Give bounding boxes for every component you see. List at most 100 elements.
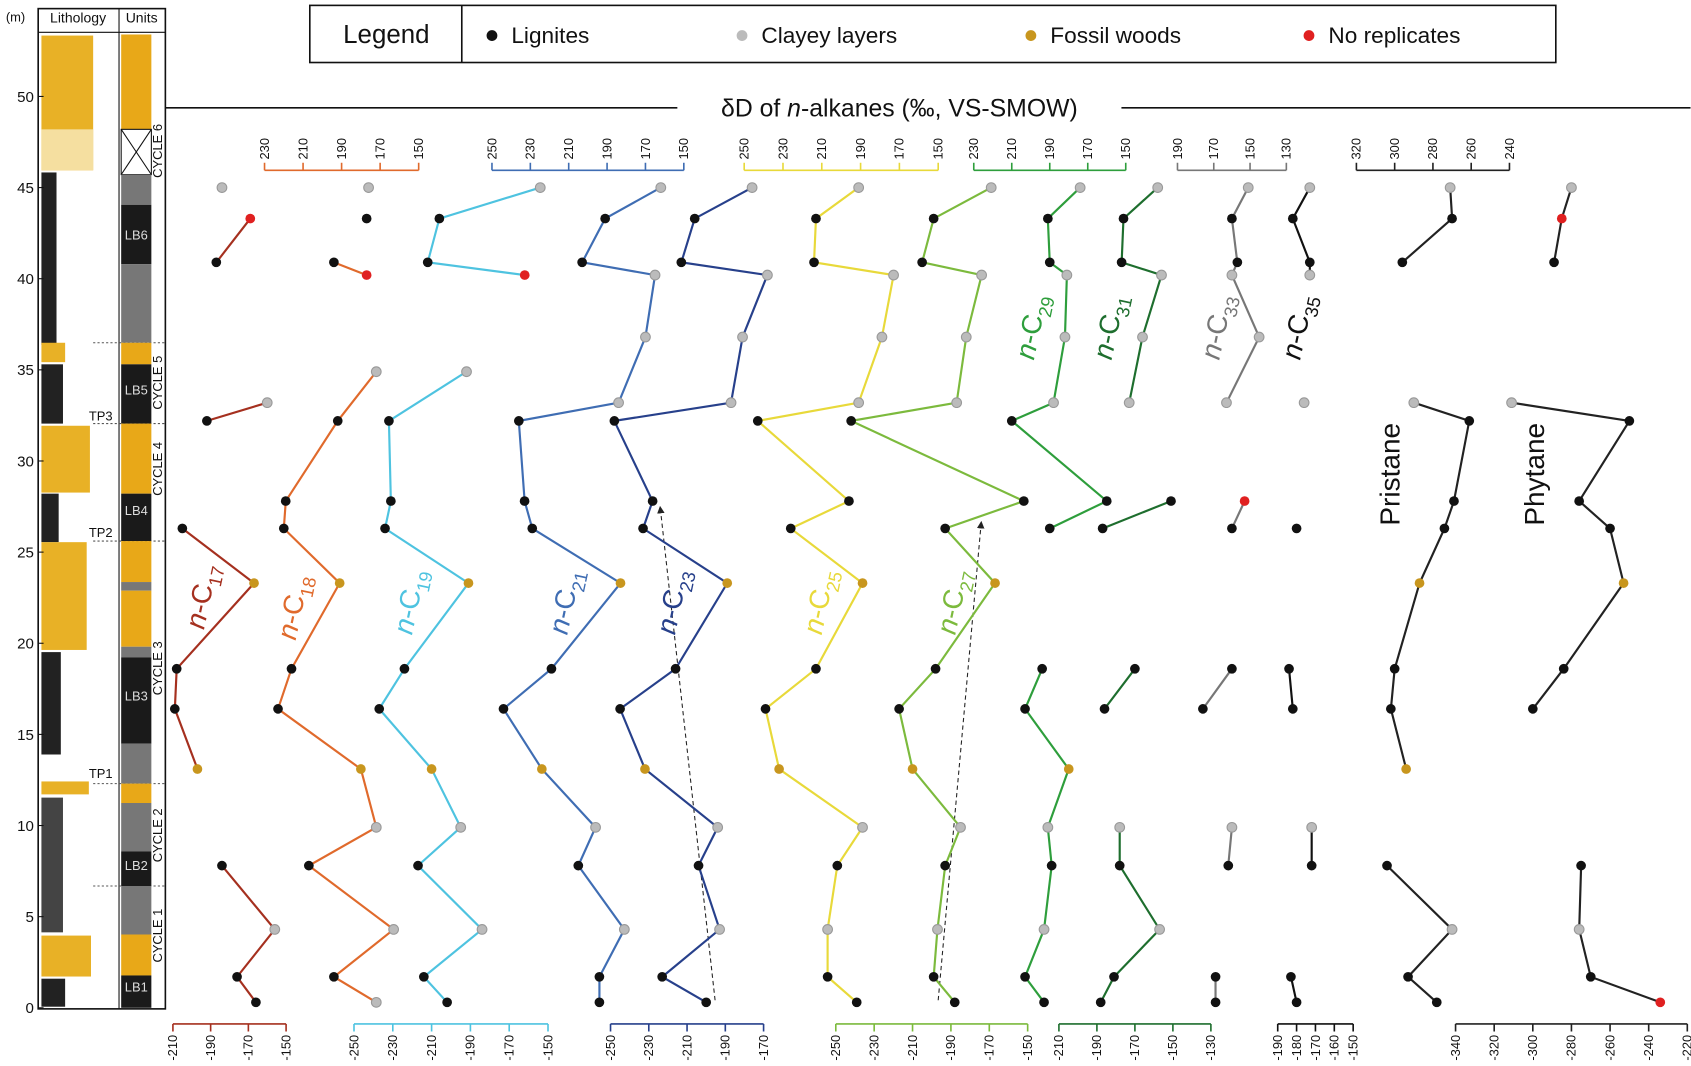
data-point bbox=[1284, 663, 1294, 674]
data-point bbox=[851, 997, 862, 1008]
data-point bbox=[951, 397, 963, 409]
series-label: n-C33 bbox=[1195, 291, 1244, 363]
data-point bbox=[613, 397, 624, 409]
x-tick-label: 240 bbox=[1502, 138, 1517, 160]
x-tick-label: -160 bbox=[1327, 1035, 1342, 1061]
unit-band bbox=[121, 264, 152, 343]
data-point bbox=[676, 257, 687, 268]
data-point bbox=[519, 270, 530, 280]
data-point bbox=[876, 331, 888, 343]
x-tick-label: -170 bbox=[982, 1035, 997, 1061]
data-point bbox=[746, 182, 758, 193]
data-point bbox=[1223, 860, 1234, 871]
data-point bbox=[655, 182, 667, 193]
lith-coal bbox=[41, 978, 66, 1007]
series-label: n-C27 bbox=[931, 566, 980, 638]
data-point bbox=[1063, 764, 1074, 774]
series-label-part: -C bbox=[1279, 311, 1315, 346]
data-point bbox=[1232, 257, 1243, 268]
data-point bbox=[1099, 704, 1110, 714]
x-tick-label: -170 bbox=[502, 1035, 517, 1061]
data-point bbox=[536, 764, 547, 774]
data-point bbox=[370, 366, 382, 378]
y-tick-label: 30 bbox=[17, 453, 34, 470]
data-point bbox=[844, 496, 854, 506]
series-label-part: 21 bbox=[567, 570, 592, 594]
x-tick-label: -170 bbox=[241, 1035, 256, 1061]
unit-label: LB4 bbox=[125, 503, 148, 518]
series-label: n-C35 bbox=[1276, 291, 1325, 363]
series-label-part: 27 bbox=[955, 570, 980, 594]
data-point bbox=[1253, 331, 1265, 343]
data-point bbox=[384, 416, 394, 426]
data-point bbox=[857, 578, 868, 588]
data-point bbox=[332, 416, 343, 426]
data-point bbox=[1574, 496, 1585, 506]
data-point bbox=[811, 213, 821, 224]
data-point bbox=[261, 397, 273, 409]
title-bg bbox=[677, 90, 1122, 126]
units-column bbox=[120, 34, 152, 1008]
y-axis-label: (m) bbox=[6, 10, 25, 25]
x-tick-label: 210 bbox=[295, 138, 310, 160]
x-tick-label: 210 bbox=[814, 138, 829, 160]
y-tick-label: 10 bbox=[17, 818, 34, 835]
data-point bbox=[712, 821, 724, 833]
data-point bbox=[386, 496, 396, 506]
series-label-part: 29 bbox=[1034, 295, 1059, 319]
data-point bbox=[832, 860, 843, 871]
data-point bbox=[1556, 213, 1567, 224]
legend-title: Legend bbox=[343, 21, 429, 49]
data-point bbox=[361, 213, 372, 224]
series-line bbox=[1099, 186, 1172, 1003]
data-point bbox=[846, 416, 856, 426]
title-part: δD of bbox=[721, 95, 787, 122]
data-point bbox=[1464, 416, 1475, 426]
lithology-column bbox=[41, 35, 166, 1007]
data-point bbox=[177, 523, 188, 534]
data-point bbox=[329, 971, 339, 982]
series-label-part: 35 bbox=[1300, 295, 1325, 319]
unit-band bbox=[121, 783, 152, 804]
y-tick-label: 15 bbox=[17, 727, 34, 744]
y-tick-label: 0 bbox=[25, 1000, 33, 1017]
x-tick-label: -190 bbox=[463, 1035, 478, 1061]
y-tick-label: 45 bbox=[17, 180, 34, 197]
data-point bbox=[1101, 496, 1112, 506]
x-tick-label: 320 bbox=[1349, 138, 1364, 160]
data-point bbox=[1227, 523, 1237, 534]
data-point bbox=[1152, 182, 1164, 193]
series-label-part: -C bbox=[1090, 311, 1126, 346]
data-point bbox=[1414, 578, 1425, 588]
x-tick-label: -190 bbox=[203, 1035, 218, 1061]
data-point bbox=[269, 924, 281, 935]
data-point bbox=[380, 523, 390, 534]
data-point bbox=[615, 578, 626, 588]
data-point bbox=[1287, 704, 1298, 714]
data-point bbox=[1389, 663, 1400, 674]
data-point bbox=[976, 269, 988, 281]
series-label-part: n bbox=[797, 615, 831, 637]
x-tick-label: -150 bbox=[1165, 1035, 1180, 1061]
data-point bbox=[985, 182, 997, 193]
data-point bbox=[722, 578, 733, 588]
series-label-part: -C bbox=[800, 586, 836, 621]
data-point bbox=[1109, 971, 1119, 982]
data-point bbox=[202, 416, 212, 426]
data-point bbox=[546, 663, 557, 674]
lithology-header: Lithology bbox=[50, 10, 106, 26]
data-point bbox=[461, 366, 472, 378]
x-tick-label: -210 bbox=[905, 1035, 920, 1061]
data-point bbox=[853, 397, 865, 409]
data-point bbox=[1242, 182, 1254, 193]
data-point bbox=[280, 496, 291, 506]
data-point bbox=[534, 182, 546, 193]
series-line bbox=[847, 186, 1027, 1003]
series-label-part: -C bbox=[654, 586, 690, 621]
turning-point-label: TP1 bbox=[89, 766, 113, 781]
series-label-part: n bbox=[1195, 340, 1229, 362]
lith-coal bbox=[41, 364, 63, 424]
series-line bbox=[173, 217, 277, 1003]
data-point bbox=[940, 523, 951, 534]
x-tick-label: -230 bbox=[385, 1035, 400, 1061]
